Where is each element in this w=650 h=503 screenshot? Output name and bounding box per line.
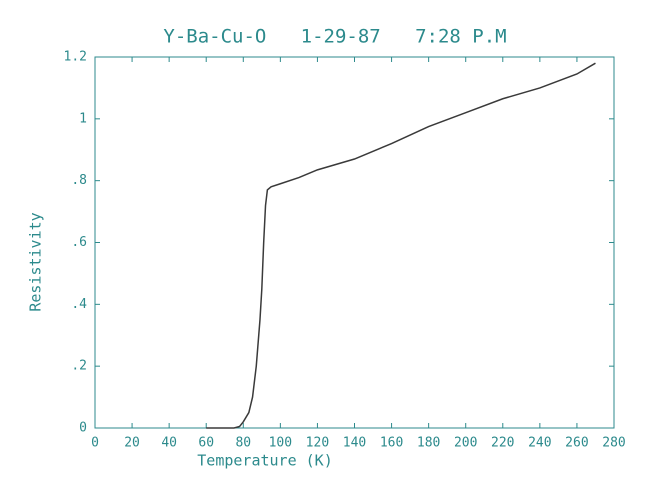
y-tick-label: .8 [71,173,87,188]
x-tick-label: 260 [565,436,588,451]
x-tick-label: 240 [528,436,551,451]
x-tick-label: 220 [491,436,514,451]
x-tick-label: 120 [306,436,329,451]
y-tick-label: .2 [71,359,87,374]
x-tick-label: 180 [417,436,440,451]
x-tick-label: 140 [343,436,366,451]
x-tick-label: 280 [602,436,625,451]
x-tick-label: 60 [198,436,214,451]
x-tick-label: 80 [235,436,251,451]
x-tick-label: 160 [380,436,403,451]
chart-title: Y-Ba-Cu-O 1-29-87 7:28 P.M [163,26,506,48]
y-tick-label: .4 [71,297,87,312]
y-tick-label: 1.2 [64,50,87,65]
data-line [206,62,596,429]
y-tick-label: 0 [79,421,87,436]
x-tick-label: 20 [124,436,140,451]
x-tick-label: 200 [454,436,477,451]
plot-frame [94,56,615,429]
y-axis-label: Resistivity [27,212,45,311]
y-tick-label: 1 [79,111,87,126]
x-tick-label: 0 [91,436,99,451]
y-tick-label: .6 [71,235,87,250]
x-axis-label: Temperature (K) [197,452,332,470]
x-tick-label: 100 [269,436,292,451]
x-tick-label: 40 [161,436,177,451]
